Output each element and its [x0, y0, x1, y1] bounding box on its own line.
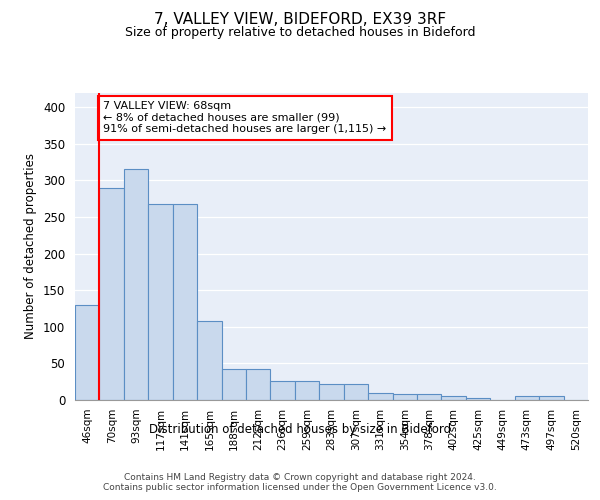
Bar: [539, 396, 563, 400]
Text: Size of property relative to detached houses in Bideford: Size of property relative to detached ho…: [125, 26, 475, 39]
Bar: [124, 170, 148, 400]
Bar: [75, 305, 100, 400]
Text: 7, VALLEY VIEW, BIDEFORD, EX39 3RF: 7, VALLEY VIEW, BIDEFORD, EX39 3RF: [154, 12, 446, 28]
Bar: [100, 188, 124, 400]
Bar: [392, 394, 417, 400]
Bar: [466, 398, 490, 400]
Text: Distribution of detached houses by size in Bideford: Distribution of detached houses by size …: [149, 422, 451, 436]
Bar: [344, 384, 368, 400]
Bar: [173, 204, 197, 400]
Y-axis label: Number of detached properties: Number of detached properties: [25, 153, 37, 339]
Bar: [246, 369, 271, 400]
Bar: [221, 369, 246, 400]
Text: 7 VALLEY VIEW: 68sqm
← 8% of detached houses are smaller (99)
91% of semi-detach: 7 VALLEY VIEW: 68sqm ← 8% of detached ho…: [103, 102, 386, 134]
Bar: [515, 396, 539, 400]
Bar: [417, 394, 442, 400]
Bar: [442, 396, 466, 400]
Bar: [197, 321, 221, 400]
Bar: [319, 384, 344, 400]
Text: Contains HM Land Registry data © Crown copyright and database right 2024.
Contai: Contains HM Land Registry data © Crown c…: [103, 472, 497, 492]
Bar: [295, 381, 319, 400]
Bar: [368, 392, 392, 400]
Bar: [148, 204, 173, 400]
Bar: [271, 381, 295, 400]
